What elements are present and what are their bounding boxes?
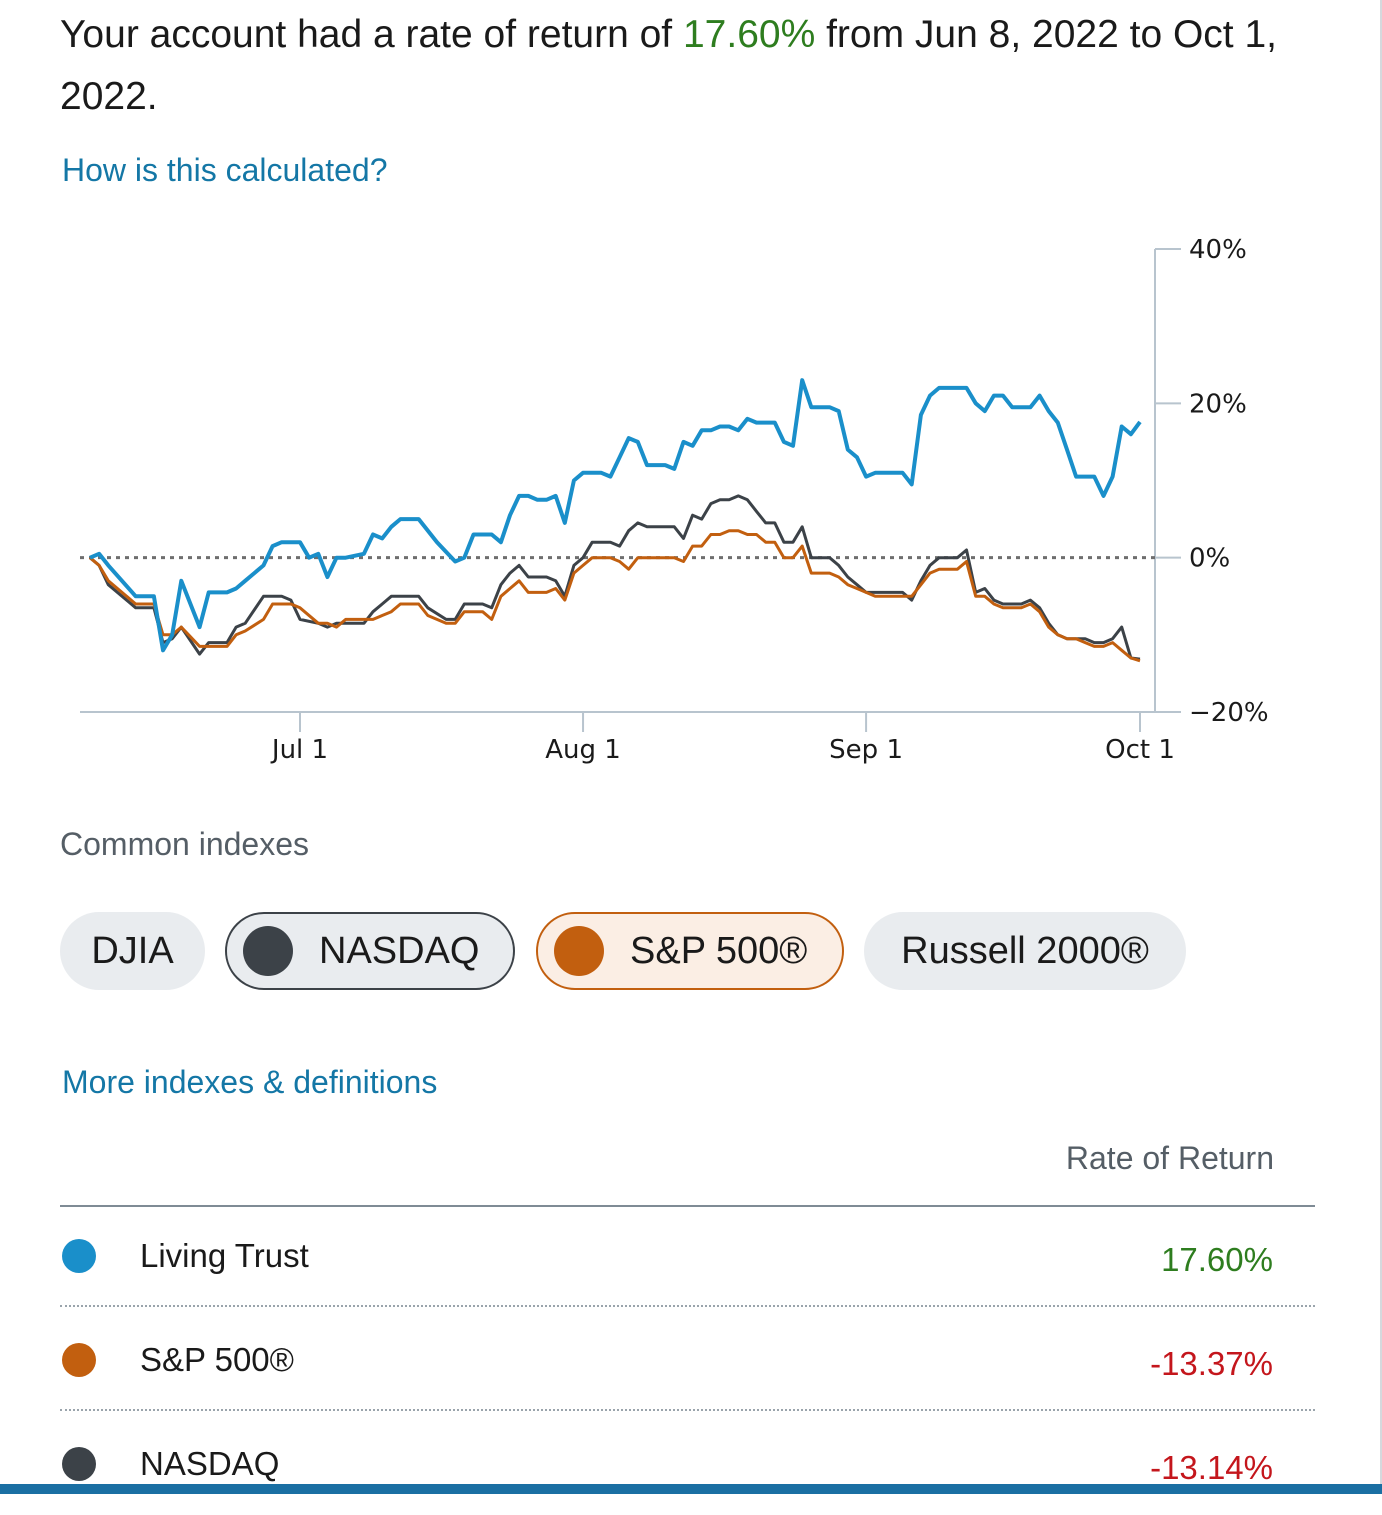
- series-line-s-p-500: [89, 529, 1141, 663]
- chip-label: S&P 500®: [630, 929, 808, 972]
- index-chip-sp500[interactable]: S&P 500®: [536, 912, 844, 990]
- summary-rate: 17.60%: [682, 13, 816, 56]
- row-value: 17.60%: [1161, 1241, 1273, 1278]
- rate-of-return-header: Rate of Return: [1065, 1140, 1274, 1176]
- table-row: Living Trust 17.60%: [60, 1207, 1315, 1307]
- series-line-nasdaq: [89, 494, 1141, 661]
- index-chip-nasdaq[interactable]: NASDAQ: [225, 912, 515, 990]
- table-row: NASDAQ -13.14%: [60, 1415, 1315, 1515]
- chip-label: DJIA: [91, 929, 174, 972]
- sp500-dot-icon: [554, 926, 604, 976]
- nasdaq-dot-icon: [243, 926, 293, 976]
- row-name: Living Trust: [140, 1237, 309, 1274]
- chip-label: NASDAQ: [319, 929, 480, 972]
- how-calculated-link[interactable]: How is this calculated?: [62, 152, 388, 188]
- chart-axes: [80, 248, 1181, 732]
- chart-tick-labels: 40% 20% 0% −20% Jul 1 Aug 1 Sep 1 Oct 1: [270, 235, 1269, 765]
- chart-series: [89, 378, 1142, 663]
- nasdaq-dot-icon: [62, 1447, 96, 1481]
- more-indexes-link[interactable]: More indexes & definitions: [62, 1064, 438, 1100]
- summary-prefix: Your account had a rate of return of: [60, 13, 683, 56]
- row-divider: [60, 1409, 1315, 1411]
- y-tick-label: 40%: [1189, 235, 1247, 265]
- living-trust-dot-icon: [62, 1239, 96, 1273]
- sp500-dot-icon: [62, 1343, 96, 1377]
- row-value: -13.37%: [1150, 1345, 1273, 1382]
- rate-of-return-summary: Your account had a rate of return of 17.…: [60, 4, 1340, 128]
- panel-edge: [1380, 0, 1382, 1494]
- row-name: NASDAQ: [140, 1445, 280, 1482]
- table-header-divider: [60, 1205, 1315, 1207]
- y-tick-label: 0%: [1189, 544, 1230, 574]
- row-divider: [60, 1305, 1315, 1307]
- row-name: S&P 500®: [140, 1341, 294, 1378]
- bottom-accent-bar: [0, 1484, 1382, 1494]
- row-value: -13.14%: [1150, 1449, 1273, 1486]
- table-row: S&P 500® -13.37%: [60, 1311, 1315, 1411]
- x-tick-label: Aug 1: [545, 735, 621, 765]
- performance-chart: 40% 20% 0% −20% Jul 1 Aug 1 Sep 1 Oct 1: [80, 235, 1269, 765]
- index-chip-russell-2000[interactable]: Russell 2000®: [864, 912, 1186, 990]
- summary-suffix: from Jun 8, 2022 to Oct 1, 2022.: [60, 13, 1278, 118]
- x-tick-label: Sep 1: [829, 735, 903, 765]
- common-indexes-label: Common indexes: [60, 826, 309, 862]
- y-tick-label: 20%: [1189, 389, 1247, 419]
- series-line-living-trust: [89, 378, 1142, 653]
- y-tick-label: −20%: [1189, 698, 1269, 728]
- chip-label: Russell 2000®: [901, 929, 1149, 972]
- x-tick-label: Oct 1: [1105, 735, 1175, 765]
- index-chip-djia[interactable]: DJIA: [60, 912, 205, 990]
- x-tick-label: Jul 1: [270, 735, 328, 765]
